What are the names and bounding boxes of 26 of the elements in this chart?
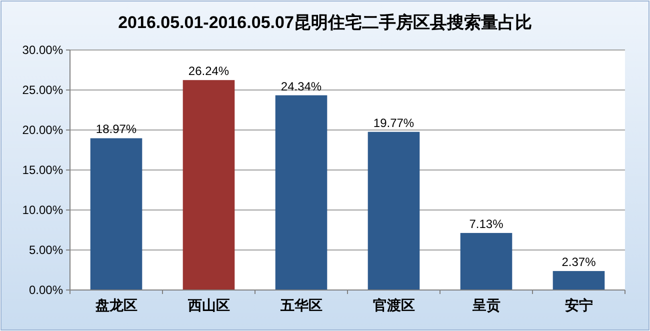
bar <box>552 271 605 290</box>
data-label: 2.37% <box>562 255 596 270</box>
data-label: 19.77% <box>373 116 414 130</box>
data-label: 18.97% <box>96 122 137 136</box>
y-tick-label: 25.00% <box>22 83 64 97</box>
x-tick-label: 安宁 <box>564 297 593 313</box>
bar <box>368 132 420 290</box>
y-tick-label: 0.00% <box>28 283 64 297</box>
x-tick-label: 盘龙区 <box>94 297 138 313</box>
data-label: 7.13% <box>469 216 504 231</box>
y-tick-label: 20.00% <box>22 123 64 137</box>
y-tick-label: 10.00% <box>22 203 64 217</box>
bar <box>460 232 512 290</box>
x-tick-label: 五华区 <box>279 297 322 313</box>
x-tick-label: 呈贡 <box>471 297 500 313</box>
y-tick-label: 30.00% <box>22 43 64 57</box>
bar <box>275 95 328 290</box>
y-tick-label: 5.00% <box>28 243 64 257</box>
y-tick-label: 15.00% <box>22 163 64 177</box>
data-label: 24.34% <box>280 79 322 94</box>
x-tick-label: 官渡区 <box>372 297 415 313</box>
x-tick-label: 西山区 <box>186 297 230 313</box>
bar <box>182 80 235 290</box>
bar <box>90 138 142 290</box>
chart-title: 2016.05.01-2016.05.07昆明住宅二手房区县搜索量占比 <box>118 13 532 32</box>
data-label: 26.24% <box>188 64 230 78</box>
